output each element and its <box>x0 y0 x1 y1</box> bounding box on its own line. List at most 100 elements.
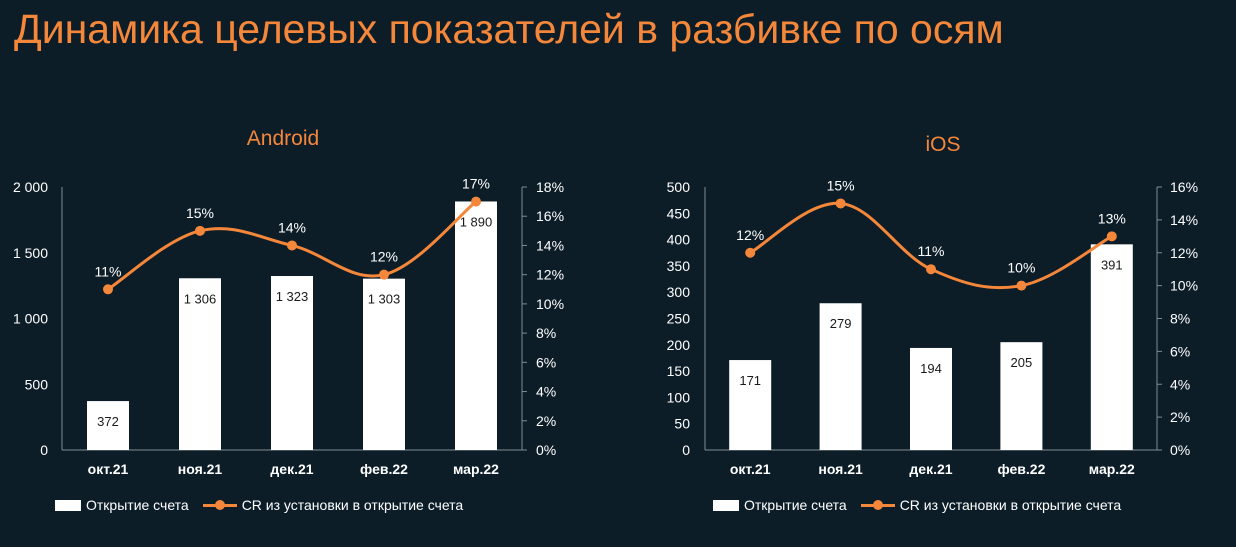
category-label: окт.21 <box>730 461 771 477</box>
right-tick-label: 4% <box>1170 376 1190 392</box>
category-label: дек.21 <box>270 461 313 477</box>
legend-line-swatch <box>202 499 237 511</box>
bar-value-label: 171 <box>739 373 761 388</box>
left-tick-label: 350 <box>667 258 691 274</box>
chart-title-ios: iOS <box>925 133 961 156</box>
legend-label-line: CR из установки в открытие счета <box>899 497 1122 513</box>
line-value-label: 15% <box>186 205 214 221</box>
line-point <box>745 247 756 258</box>
left-tick-label: 450 <box>667 205 691 221</box>
line-point <box>926 264 936 275</box>
category-label: ноя.21 <box>818 461 863 477</box>
left-tick-label: 1 500 <box>13 245 48 261</box>
right-tick-label: 4% <box>536 384 556 400</box>
bar <box>271 276 313 450</box>
left-tick-label: 500 <box>667 179 691 195</box>
line-value-label: 10% <box>1007 260 1035 276</box>
bar <box>363 278 405 450</box>
legend-line-swatch <box>860 499 895 511</box>
left-tick-label: 200 <box>667 337 691 353</box>
right-tick-label: 14% <box>1170 212 1198 228</box>
chart-title-android: Android <box>246 127 320 150</box>
legend-android: Открытие счета CR из установки в открыти… <box>55 496 463 514</box>
right-tick-label: 6% <box>536 354 556 370</box>
category-label: мар.22 <box>1089 461 1135 477</box>
line-value-label: 17% <box>462 176 490 192</box>
right-tick-label: 0% <box>1170 442 1190 458</box>
right-tick-label: 10% <box>536 296 564 312</box>
line-value-label: 12% <box>370 249 398 265</box>
right-tick-label: 2% <box>536 413 556 429</box>
left-tick-label: 0 <box>682 442 690 458</box>
line-value-label: 14% <box>278 219 306 235</box>
line-point <box>287 240 297 251</box>
category-label: ноя.21 <box>178 461 223 477</box>
legend-bar-swatch <box>55 499 81 511</box>
right-tick-label: 2% <box>1170 409 1190 425</box>
bar-value-label: 1 890 <box>460 214 493 229</box>
left-tick-label: 500 <box>25 376 49 392</box>
legend-bar-swatch <box>713 499 739 511</box>
right-tick-label: 18% <box>536 179 564 195</box>
legend-item-line: CR из установки в открытие счета <box>860 497 1122 513</box>
bar-value-label: 279 <box>830 316 852 331</box>
line-point <box>1106 231 1117 242</box>
bar-value-label: 1 303 <box>368 292 401 307</box>
line-point <box>1016 280 1027 291</box>
bar-value-label: 205 <box>1011 355 1033 370</box>
bar-value-label: 1 323 <box>276 289 309 304</box>
line-point <box>103 284 113 295</box>
category-label: мар.22 <box>453 461 499 477</box>
right-tick-label: 10% <box>1170 278 1198 294</box>
line-value-label: 11% <box>918 243 945 259</box>
right-tick-label: 14% <box>536 237 564 253</box>
bar <box>910 347 952 450</box>
legend-label-line: CR из установки в открытие счета <box>241 497 464 513</box>
legend-ios: Открытие счета CR из установки в открыти… <box>713 496 1121 514</box>
page-title: Динамика целевых показателей в разбивке … <box>14 6 1004 52</box>
bar-value-label: 372 <box>97 414 119 429</box>
bar <box>87 401 129 450</box>
left-tick-label: 150 <box>667 363 691 379</box>
bar <box>1090 244 1133 450</box>
legend-item-bars: Открытие счета <box>55 497 189 513</box>
line-value-label: 11% <box>95 263 122 279</box>
right-tick-label: 8% <box>536 325 556 341</box>
bar <box>819 303 862 450</box>
left-tick-label: 50 <box>674 416 690 432</box>
line-value-label: 12% <box>736 227 764 243</box>
left-tick-label: 0 <box>40 442 48 458</box>
right-tick-label: 12% <box>1170 245 1198 261</box>
category-label: окт.21 <box>88 461 129 477</box>
line-point <box>195 225 205 236</box>
legend-item-line: CR из установки в открытие счета <box>202 497 464 513</box>
right-tick-label: 16% <box>536 208 564 224</box>
right-tick-label: 6% <box>1170 343 1190 359</box>
left-tick-label: 2 000 <box>13 179 48 195</box>
left-tick-label: 250 <box>667 311 691 327</box>
bar-value-label: 391 <box>1101 257 1123 272</box>
left-tick-label: 300 <box>667 284 691 300</box>
bar-value-label: 194 <box>920 361 942 376</box>
line-point <box>835 198 846 209</box>
right-tick-label: 16% <box>1170 179 1198 195</box>
bar <box>179 278 221 450</box>
category-label: фев.22 <box>997 461 1045 477</box>
left-tick-label: 400 <box>667 232 691 248</box>
right-tick-label: 12% <box>536 267 564 283</box>
bar <box>1000 342 1043 450</box>
legend-item-bars: Открытие счета <box>713 497 847 513</box>
category-label: фев.22 <box>360 461 408 477</box>
bar <box>455 201 497 450</box>
line-value-label: 15% <box>827 177 855 193</box>
right-tick-label: 0% <box>536 442 556 458</box>
legend-label-bars: Открытие счета <box>744 497 847 513</box>
bar <box>729 360 772 450</box>
line-point <box>379 269 389 280</box>
left-tick-label: 100 <box>667 389 691 405</box>
category-label: дек.21 <box>909 461 952 477</box>
line-point <box>471 196 481 207</box>
line-value-label: 13% <box>1098 210 1126 226</box>
